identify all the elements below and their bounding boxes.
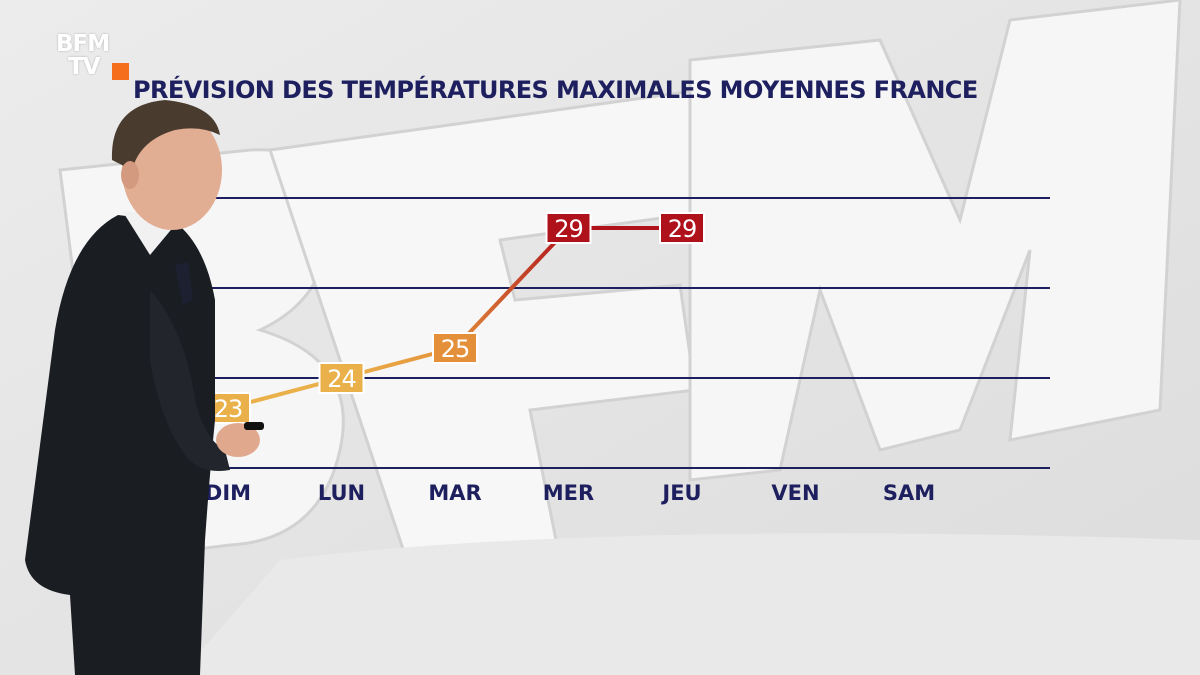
value-marker-box [432,332,478,364]
value-marker: 29 [545,212,592,244]
x-tick-label: VEN [771,481,819,505]
value-marker: 29 [659,212,705,244]
x-tick-label: DIM [205,481,251,505]
series-line-segment [453,226,571,350]
value-marker: 25 [432,332,478,364]
data-label: 25 [441,335,470,363]
data-label: 23 [214,395,243,423]
value-marker-box [659,212,705,244]
value-marker-box [545,212,592,244]
logo-text-bfm: BFM [56,31,110,57]
chart-x-tick-labels: DIM LUN MAR MER JEU VEN SAM [205,481,935,505]
value-marker-box [318,362,365,394]
chart-gridlines [200,197,1050,469]
x-tick-label: JEU [660,481,701,505]
value-marker: 24 [318,362,365,394]
x-tick-label: LUN [318,481,365,505]
x-tick-label: MER [543,481,594,505]
x-tick-label: SAM [883,481,935,505]
bfmtv-logo: BFM TV [52,30,134,88]
data-label: 24 [327,365,356,393]
x-tick-label: MAR [428,481,481,505]
chart-title: PRÉVISION DES TEMPÉRATURES MAXIMALES MOY… [133,76,978,104]
logo-orange-square [112,63,129,80]
logo-text-tv: TV [68,54,100,80]
data-label: 29 [668,215,697,243]
chart-value-markers: 23 24 25 29 29 [205,212,705,424]
data-label: 29 [554,215,583,243]
